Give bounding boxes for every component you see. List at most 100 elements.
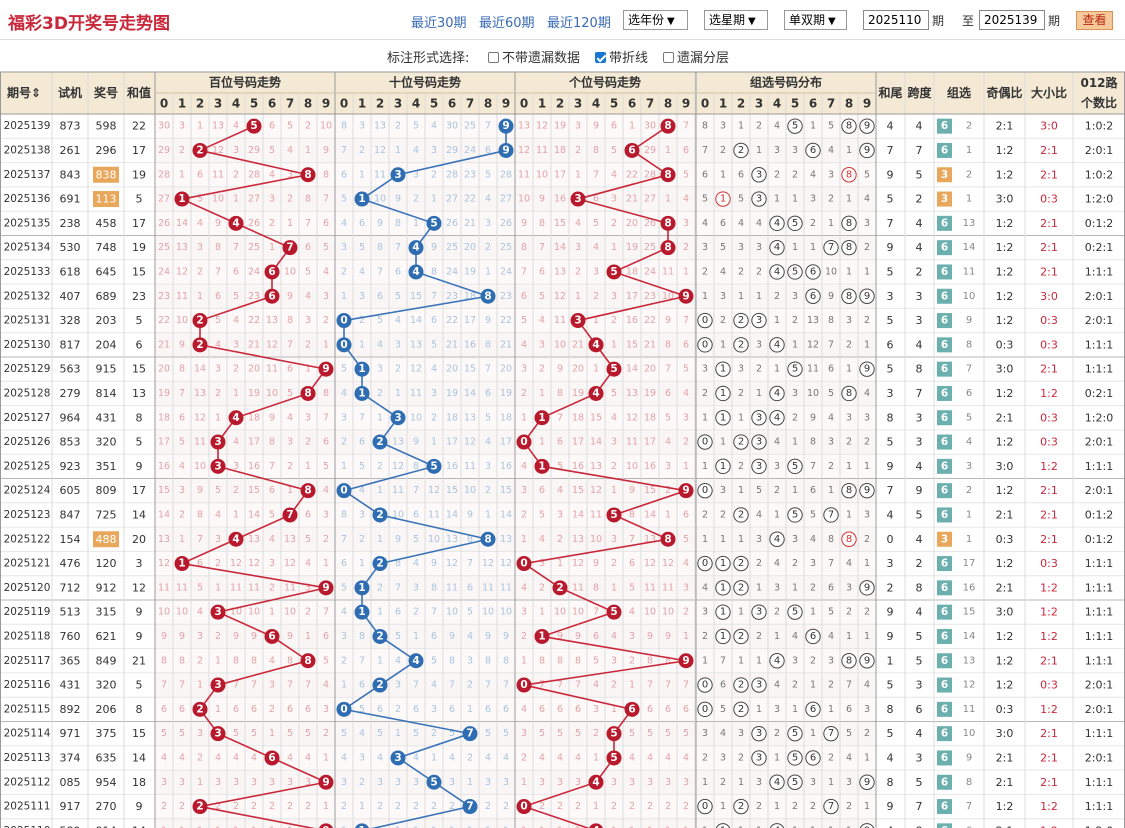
- group-circle: [841, 385, 857, 402]
- checkbox-no-miss[interactable]: [488, 52, 499, 63]
- miss-cell: 1: [305, 631, 311, 642]
- query-button[interactable]: 查看: [1076, 11, 1113, 30]
- miss-cell: 3: [557, 777, 563, 788]
- option-layered[interactable]: 遗漏分层: [663, 47, 729, 66]
- number-ball-label: 6: [628, 144, 635, 156]
- top-bar: 福彩3D开奖号走势图 最近30期 最近60期 最近120期 选年份 ▼ 选星期 ▼ …: [0, 0, 1125, 40]
- group-miss-cell: 3: [702, 728, 708, 739]
- miss-cell: 7: [305, 680, 311, 691]
- miss-cell: 14: [158, 509, 170, 520]
- miss-cell: 1: [215, 412, 221, 423]
- tail-cell: 4: [887, 508, 894, 521]
- tail-cell: 8: [887, 776, 894, 789]
- group-miss-cell: 5: [846, 728, 852, 739]
- group-miss-cell: 1: [846, 461, 852, 472]
- option-no-miss[interactable]: 不带遗漏数据: [488, 47, 580, 66]
- group-circle: [859, 580, 875, 596]
- group-circle: [751, 750, 767, 766]
- group-badge-label: 6: [941, 752, 948, 764]
- group-miss-cell: 1: [792, 437, 798, 448]
- span-cell: 5: [916, 654, 923, 667]
- tail-cell: 5: [887, 314, 894, 327]
- group-badge-label: 6: [941, 436, 948, 448]
- option-line[interactable]: 带折线: [595, 47, 648, 66]
- group-circle: [787, 774, 803, 790]
- miss-cell: 19: [446, 388, 458, 399]
- miss-cell: 19: [500, 388, 512, 399]
- group-circle: [733, 337, 749, 353]
- miss-cell: 3: [485, 461, 491, 472]
- miss-cell: 4: [485, 437, 491, 448]
- number-ball: [372, 677, 388, 693]
- group-badge-label: 6: [941, 315, 948, 327]
- from-issue-input[interactable]: 2025110: [863, 10, 929, 30]
- miss-cell: 4: [683, 752, 689, 763]
- miss-cell: 5: [161, 728, 167, 739]
- group-miss-cell: 2: [864, 437, 870, 448]
- oddeven-cell: 1:2: [996, 800, 1014, 813]
- group-miss-cell: 2: [774, 728, 780, 739]
- miss-cell: 1: [341, 291, 347, 302]
- group-digit: 4: [774, 655, 780, 666]
- group-digit: 3: [756, 728, 762, 739]
- link-recent-120[interactable]: 最近120期: [547, 16, 611, 31]
- year-select[interactable]: 选年份 ▼: [623, 10, 688, 30]
- number-ball-label: 3: [214, 460, 221, 472]
- miss-cell: 2: [647, 801, 653, 812]
- digit-header: 7: [466, 97, 474, 111]
- miss-cell: 23: [644, 291, 656, 302]
- miss-cell: 3: [539, 558, 545, 569]
- number-ball: [336, 337, 352, 353]
- number-ball: [210, 604, 226, 620]
- group-miss-cell: 1: [702, 461, 708, 472]
- miss-cell: 2: [341, 801, 347, 812]
- road-cell: 1:1:1: [1085, 727, 1113, 740]
- miss-cell: 1: [359, 558, 365, 569]
- group-badge-label: 6: [941, 630, 948, 642]
- oddeven-cell: 0:3: [996, 338, 1014, 351]
- miss-cell: 6: [341, 169, 347, 180]
- group-badge: [937, 118, 952, 134]
- link-recent-30[interactable]: 最近30期: [411, 16, 467, 31]
- miss-cell: 1: [377, 485, 383, 496]
- group-badge: [937, 483, 952, 499]
- tail-cell: 8: [887, 411, 894, 424]
- prize-cell: 351: [96, 460, 117, 473]
- group-circle: [841, 215, 857, 232]
- digit-header: 0: [701, 97, 709, 111]
- miss-cell: 15: [446, 485, 458, 496]
- group-digit: 1: [720, 461, 726, 472]
- miss-cell: 8: [665, 655, 671, 666]
- number-ball-label: 0: [340, 703, 347, 715]
- group-circle: [715, 555, 731, 572]
- group-miss-cell: 2: [756, 266, 762, 277]
- miss-cell: 6: [251, 704, 257, 715]
- digit-header: 1: [538, 97, 546, 111]
- group-miss-cell: 1: [738, 655, 744, 666]
- number-ball-label: 8: [304, 485, 311, 497]
- row-trend-bg: [155, 770, 875, 795]
- group-digit: 9: [864, 655, 870, 666]
- miss-cell: 5: [377, 728, 383, 739]
- weekday-select[interactable]: 选星期 ▼: [704, 10, 768, 30]
- group-miss: 1: [966, 534, 972, 545]
- checkbox-layered[interactable]: [663, 52, 674, 63]
- link-recent-60[interactable]: 最近60期: [479, 16, 535, 31]
- group-miss-cell: 5: [828, 388, 834, 399]
- miss-cell: 2: [629, 801, 635, 812]
- group-miss-cell: 1: [738, 534, 744, 545]
- group-digit: 5: [792, 509, 798, 520]
- tail-cell: 9: [887, 630, 894, 643]
- miss-cell: 12: [194, 412, 206, 423]
- table-border: [0, 71, 1125, 828]
- number-ball: [372, 628, 388, 644]
- to-issue-input[interactable]: 2025139: [979, 10, 1045, 30]
- parity-select[interactable]: 单双期 ▼: [784, 10, 847, 30]
- checkbox-line[interactable]: [595, 52, 606, 63]
- miss-cell: 6: [539, 485, 545, 496]
- group-miss-cell: 2: [828, 752, 834, 763]
- group-miss-cell: 2: [792, 680, 798, 691]
- miss-cell: 1: [521, 534, 527, 545]
- group-digit: 2: [738, 582, 744, 593]
- group-circle: [751, 410, 767, 426]
